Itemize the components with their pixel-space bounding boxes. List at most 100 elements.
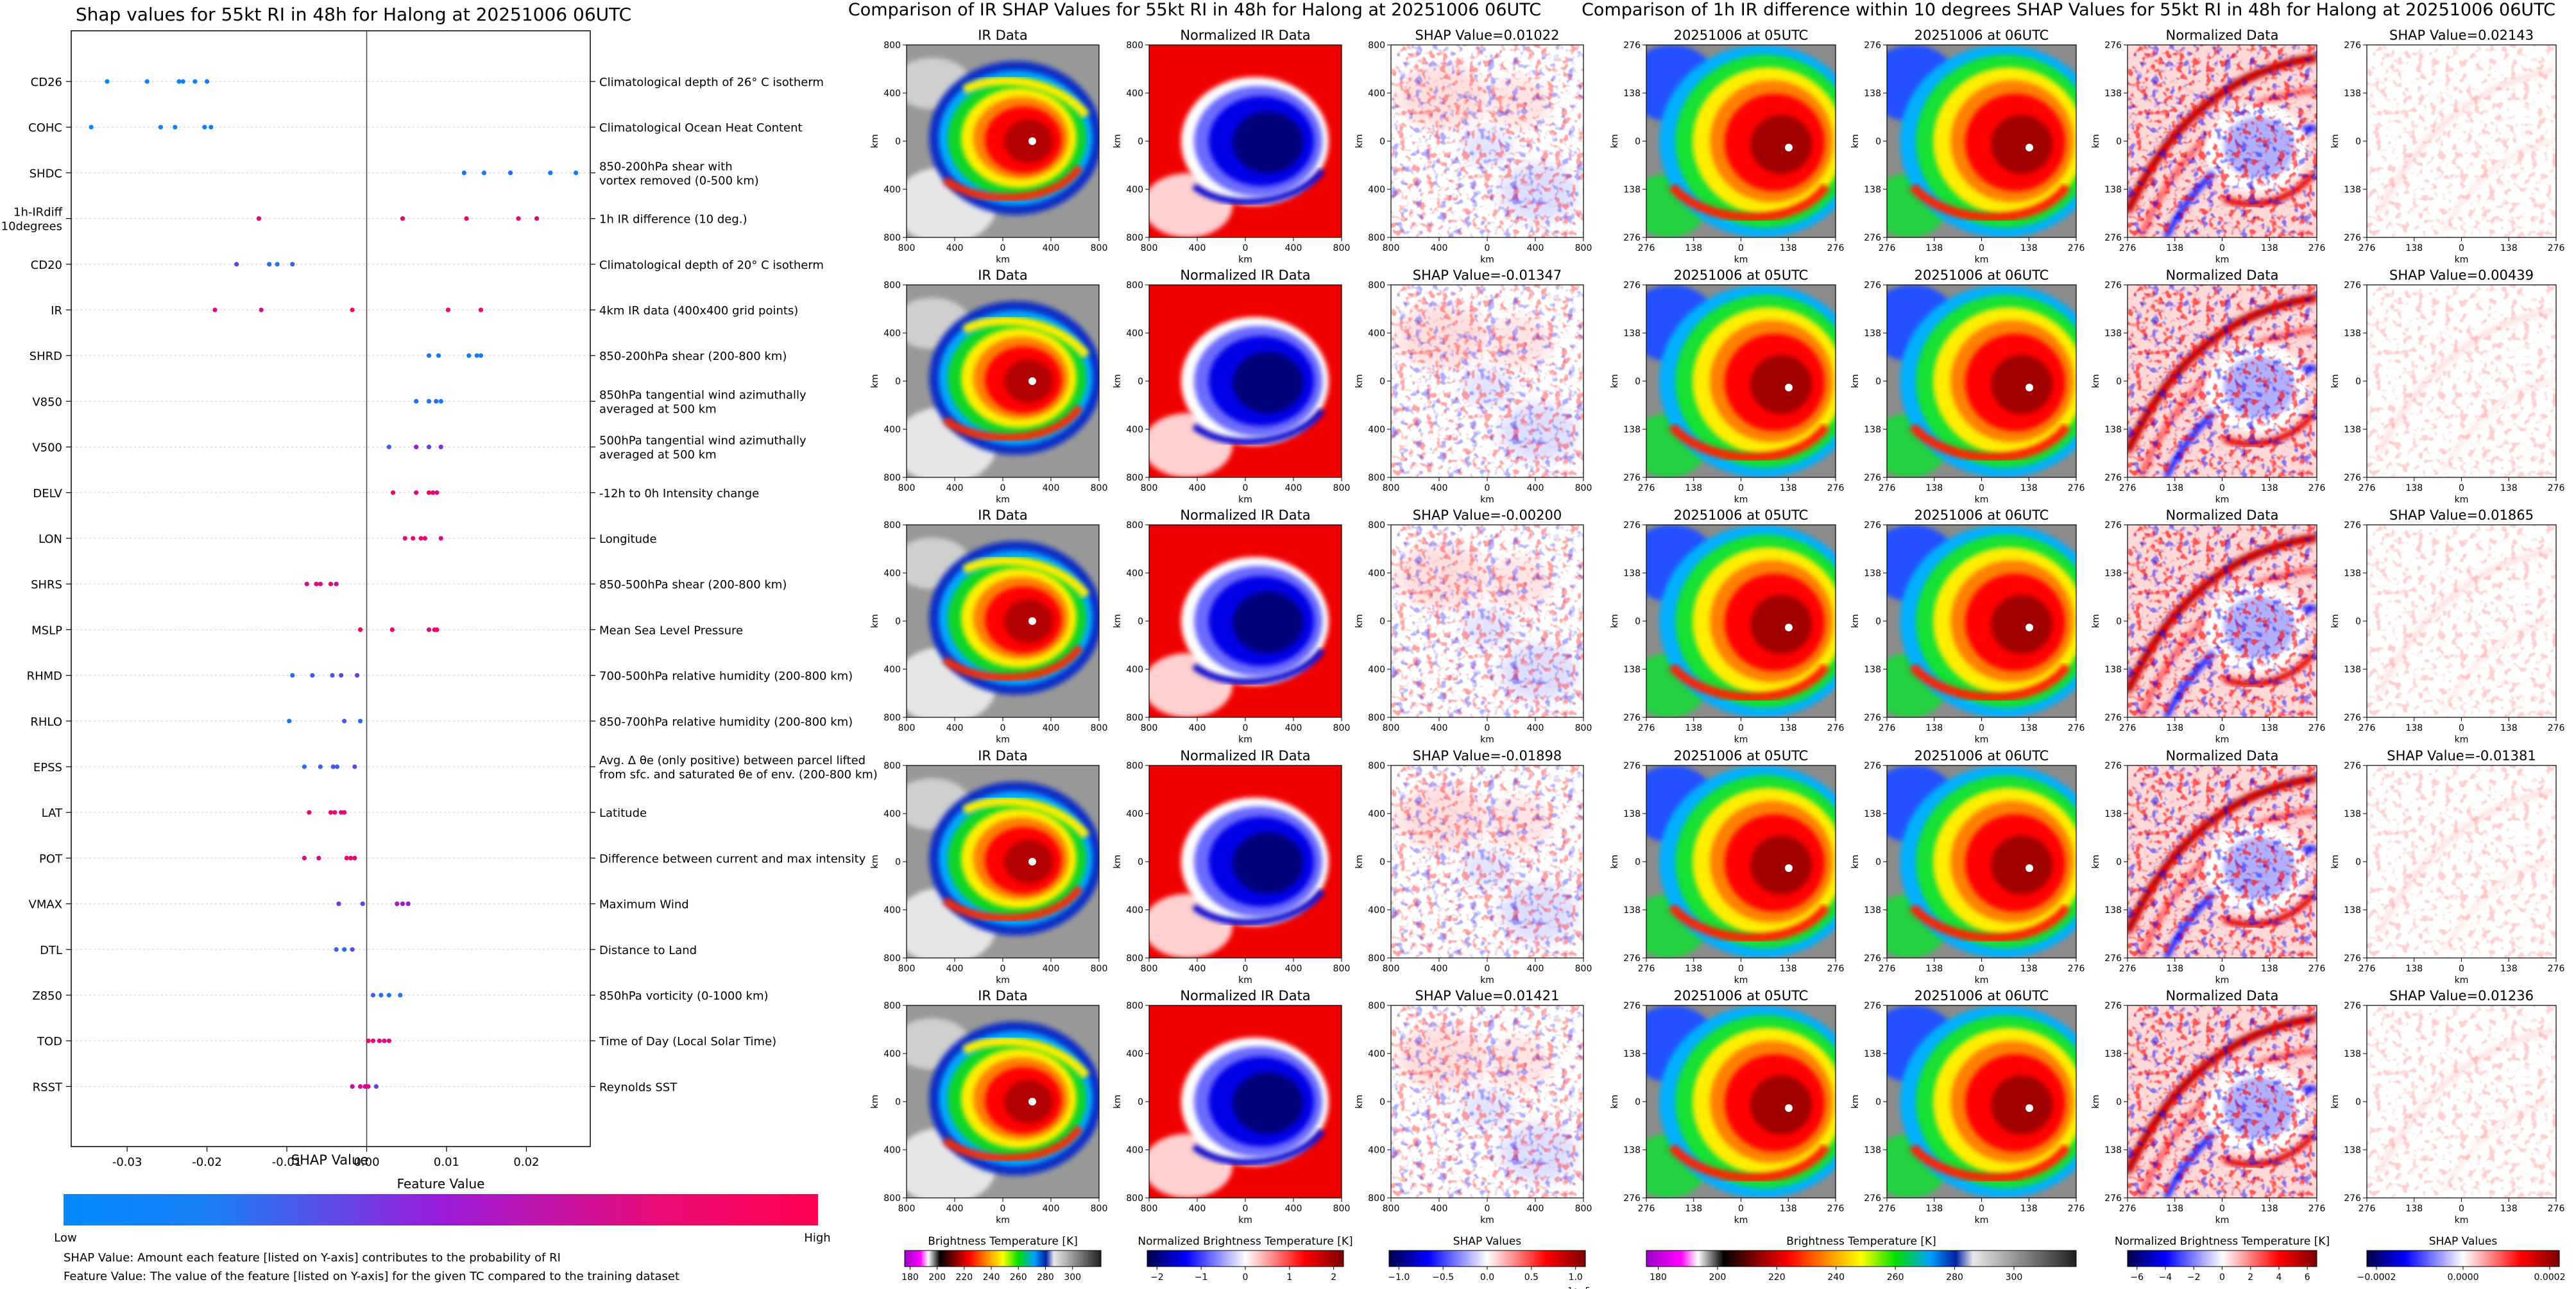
feature-name-label: VMAX [29,898,63,912]
panel-y-tick-label: 138 [2344,425,2361,435]
shap-point [390,490,396,495]
panel-x-tick-label: 276 [1638,1204,1655,1214]
panel-image [2367,1005,2556,1198]
panel-y-tick-label: 800 [1126,953,1143,964]
feature-name-label: EPSS [33,761,62,774]
panel-x-axis-label: km [1734,975,1748,986]
panel-y-tick-label: 138 [2344,1049,2361,1059]
panel-image [1143,45,1342,237]
panel-y-axis-label: km [1113,374,1123,388]
panel-title: 20251006 at 05UTC [1674,268,1809,283]
panel-x-tick-label: 276 [1638,964,1655,974]
panel-y-tick-label: 138 [2104,1049,2122,1059]
panel-x-tick-label: 276 [2358,964,2376,974]
panel-y-tick-label: 276 [2344,761,2361,771]
feature-name-label: POT [39,852,63,866]
panel-image [1391,285,1583,477]
panel-y-tick-label: 400 [1126,425,1143,435]
panel-x-tick-label: 276 [2548,964,2565,974]
panel-y-tick-label: 276 [2344,1001,2361,1011]
panel-x-tick-label: 0 [1243,964,1249,974]
colorbar-gradient [1147,1250,1344,1267]
shap-point [339,673,344,678]
panel-title: SHAP Value=-0.01898 [1413,748,1562,764]
shap-point [259,307,264,312]
panel-x-tick-label: 400 [1431,723,1448,733]
panel-y-tick-label: 276 [2104,713,2122,723]
shap-point [336,901,341,907]
panel-x-tick-label: 276 [2119,1204,2137,1214]
shap-point [373,1084,379,1089]
panel-x-tick-label: 138 [2405,723,2423,733]
panel-x-tick-label: 400 [1043,483,1060,493]
panel-y-tick-label: 138 [1864,185,1881,195]
panel-y-tick-label: 276 [1623,761,1641,771]
irdiff-shap-colorbars: Brightness Temperature [K]180 200 220 240 26… [1646,1235,2566,1283]
shap-point [400,901,405,907]
shap-point [342,947,347,952]
feature-name-label: DTL [40,944,62,957]
colorbar-tick-label: 1.0 [1569,1272,1583,1283]
panel-image [1627,1005,1864,1198]
panel-x-tick-label: 276 [2308,243,2326,253]
panel-x-tick-label: 800 [898,723,916,733]
colorbar-tick-label: 240 [1827,1272,1845,1283]
colorbar-gradient [1646,1250,2077,1267]
feature-colorbar-title: Feature Value [397,1176,485,1191]
x-tick-label: -0.03 [112,1156,142,1169]
panel-x-tick-label: 276 [1638,243,1655,253]
colorbar-tick-label: 260 [1010,1272,1027,1283]
colorbar-offset-label: 1e−5 [1567,1286,1590,1289]
panel-y-tick-label: 276 [1623,280,1641,291]
panel-x-tick-label: 138 [2020,243,2038,253]
ir-0500-panel: 20251006 at 05UTC27627613813800138138276… [1610,508,1844,745]
panel-title: IR Data [978,988,1028,1003]
panel-x-tick-label: 0 [1738,723,1744,733]
shap-point [339,810,344,815]
feature-description-label: Reynolds SST [599,1080,678,1094]
panel-x-tick-label: 800 [1141,723,1158,733]
colorbar-tick-label: −2 [2187,1272,2201,1283]
panel-x-axis-label: km [2215,735,2230,745]
shap-point [426,445,432,450]
panel-x-tick-label: 400 [946,483,964,493]
panel-y-tick-label: 138 [2104,329,2122,339]
panel-y-tick-label: 0 [895,377,901,387]
panel-y-tick-label: 138 [1864,89,1881,99]
panel-y-axis-label: km [1354,374,1365,388]
shap-point [411,536,416,541]
panel-x-tick-label: 138 [2261,964,2278,974]
shap-map-panel: SHAP Value=-0.00200800800400400004004008… [1354,508,1592,745]
shap-point [400,216,405,221]
panel-y-tick-label: 138 [1623,329,1641,339]
panel-y-tick-label: 400 [883,1049,901,1059]
panel-title: Normalized IR Data [1180,988,1310,1003]
panel-title: SHAP Value=0.01421 [1415,988,1560,1003]
panel-x-axis-label: km [1975,1215,1989,1225]
panel-y-tick-label: 0 [1379,377,1385,387]
panel-y-tick-label: 0 [1875,377,1881,387]
panel-x-axis-label: km [2215,975,2230,986]
feature-description-label: Longitude [599,533,657,546]
ir-shap-panels: IR Data80080040040000400400800800kmkmNor… [870,28,1592,1225]
panel-title: 20251006 at 05UTC [1674,508,1809,523]
panel-y-tick-label: 400 [1368,425,1385,435]
colorbar-tick-label: 180 [901,1272,919,1283]
panel-x-tick-label: 138 [2500,483,2518,493]
normalized-diff-panel: Normalized Data2762761381380013813827627… [2091,28,2325,265]
panel-x-tick-label: 276 [1879,243,1896,253]
panel-x-tick-label: 276 [1827,1204,1845,1214]
shap-point [332,810,337,815]
shap-point [370,1038,376,1043]
panel-x-tick-label: 0 [2219,723,2225,733]
panel-title: 20251006 at 06UTC [1915,268,2049,283]
shap-point [422,536,427,541]
shap-point [180,79,185,84]
panel-title: SHAP Value=-0.00200 [1413,508,1562,523]
panel-x-tick-label: 138 [2020,1204,2038,1214]
shap-point [302,855,307,860]
panel-x-tick-label: 276 [2548,243,2565,253]
panel-x-tick-label: 138 [1925,1204,1943,1214]
panel-x-tick-label: 0 [1485,1204,1490,1214]
panel-x-tick-label: 0 [1738,243,1744,253]
